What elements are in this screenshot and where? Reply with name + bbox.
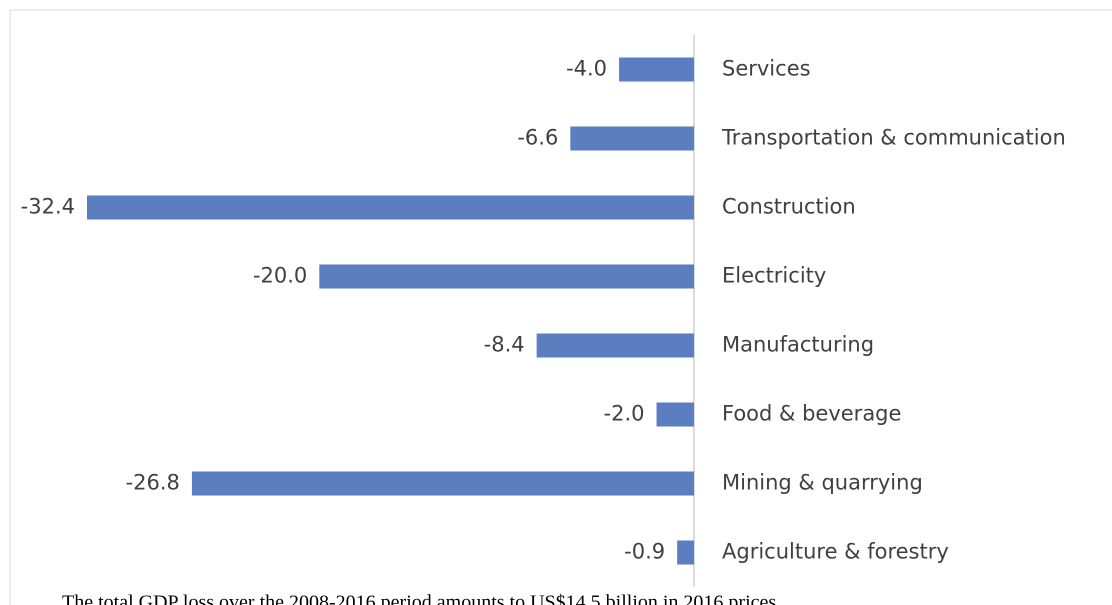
category-label: Services xyxy=(722,57,811,81)
value-label: -4.0 xyxy=(566,57,607,81)
value-label: -20.0 xyxy=(253,264,307,288)
bar xyxy=(677,540,694,565)
bar xyxy=(319,264,694,289)
category-label: Food & beverage xyxy=(722,402,901,426)
category-label: Agriculture & forestry xyxy=(722,540,949,564)
value-label: -32.4 xyxy=(21,195,75,219)
bar xyxy=(619,57,694,82)
bar xyxy=(87,195,694,220)
bar xyxy=(656,402,694,427)
bar xyxy=(536,333,694,358)
value-label: -8.4 xyxy=(484,333,525,357)
category-label: Electricity xyxy=(722,264,826,288)
value-label: -2.0 xyxy=(604,402,645,426)
value-label: -0.9 xyxy=(624,540,665,564)
category-label: Manufacturing xyxy=(722,333,874,357)
value-label: -26.8 xyxy=(126,471,180,495)
category-label: Transportation & communication xyxy=(721,126,1066,150)
bar xyxy=(570,126,694,151)
category-label: Mining & quarrying xyxy=(722,471,923,495)
bar xyxy=(191,471,694,496)
caption: The total GDP loss over the 2008-2016 pe… xyxy=(62,592,776,605)
value-label: -6.6 xyxy=(517,126,558,150)
category-label: Construction xyxy=(722,195,856,219)
